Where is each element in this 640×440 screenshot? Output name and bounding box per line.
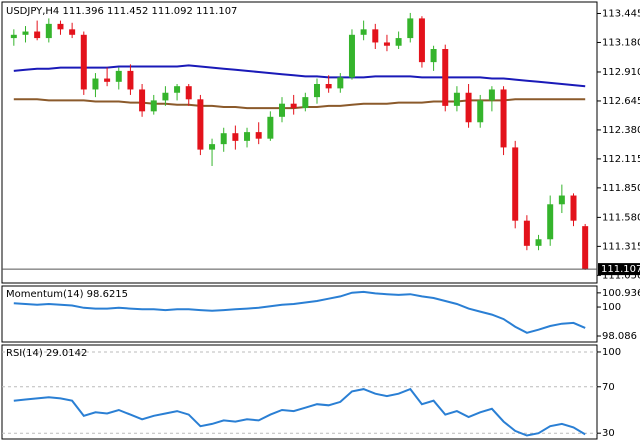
y-tick-label: 113.445 — [602, 8, 640, 19]
y-tick-label: 111.315 — [602, 241, 640, 252]
y-tick-label: 98.086 — [602, 331, 637, 342]
candle-body — [174, 86, 181, 93]
candle-body — [418, 18, 425, 63]
candle-body — [220, 133, 227, 145]
y-tick-label: 112.910 — [602, 67, 640, 78]
candle-body — [57, 23, 64, 30]
y-tick-label: 113.180 — [602, 37, 640, 48]
candle-body — [558, 195, 565, 205]
candle-body — [582, 226, 589, 270]
candle-body — [10, 34, 17, 39]
y-tick-label: 112.380 — [602, 125, 640, 136]
candle-body — [127, 70, 134, 90]
candle-body — [512, 147, 519, 221]
panel-title: Momentum(14) 98.6215 — [6, 289, 128, 300]
candle-body — [383, 42, 390, 46]
y-tick-label: 111.850 — [602, 183, 640, 194]
candle-body — [302, 97, 309, 109]
candle-body — [34, 31, 41, 39]
candle-body — [209, 144, 216, 150]
candle-body — [337, 77, 344, 89]
candle-body — [313, 84, 320, 98]
candle-body — [523, 220, 530, 246]
candle-body — [185, 86, 192, 100]
y-tick-label: 100 — [602, 347, 621, 358]
candle-body — [162, 92, 169, 101]
candle-body — [348, 34, 355, 78]
candle-body — [465, 92, 472, 123]
candle-body — [500, 89, 507, 148]
y-tick-label: 100 — [602, 302, 621, 313]
candle-body — [232, 133, 239, 141]
candle-body — [535, 239, 542, 246]
candle-body — [372, 29, 379, 43]
candle-body — [325, 84, 332, 89]
candle-body — [69, 29, 76, 35]
candle-body — [395, 38, 402, 46]
candle-body — [430, 49, 437, 63]
candle-body — [197, 99, 204, 150]
candle-body — [139, 89, 146, 112]
candle-body — [547, 204, 554, 240]
candle-body — [290, 103, 297, 109]
candle-body — [407, 18, 414, 39]
moving-average — [13, 98, 586, 110]
last-price-box — [598, 263, 640, 276]
candle-body — [360, 29, 367, 35]
y-tick-label: 111.580 — [602, 212, 640, 223]
candle-body — [80, 34, 87, 90]
candle-body — [442, 49, 449, 106]
panel-frame — [1, 285, 598, 343]
candle-body — [22, 31, 29, 35]
candle-body — [267, 116, 274, 139]
y-tick-label: 111.050 — [602, 270, 640, 281]
candle-body — [570, 195, 577, 221]
y-tick-label: 112.115 — [602, 154, 640, 165]
candle-body — [279, 103, 286, 117]
y-tick-label: 30 — [602, 428, 615, 439]
candle-body — [244, 132, 251, 141]
chart-title: USDJPY,H4 111.396 111.452 111.092 111.10… — [6, 6, 237, 17]
moving-average — [13, 64, 586, 88]
candle-body — [92, 78, 99, 90]
panel-frame — [1, 1, 598, 284]
y-tick-label: 100.9369 — [602, 288, 640, 299]
candle-body — [488, 89, 495, 101]
indicator-line — [13, 387, 586, 437]
candle-body — [115, 70, 122, 82]
candle-body — [150, 100, 157, 112]
indicator-line — [13, 290, 586, 334]
candle-body — [104, 78, 111, 82]
candle-body — [453, 92, 460, 106]
candle-body — [255, 132, 262, 139]
last-price-label: 111.107 — [601, 264, 640, 275]
y-tick-label: 70 — [602, 382, 615, 393]
panel-frame — [1, 344, 598, 440]
y-tick-label: 112.645 — [602, 96, 640, 107]
candle-body — [45, 23, 52, 39]
panel-title: RSI(14) 29.0142 — [6, 348, 87, 359]
candle-body — [477, 100, 484, 123]
